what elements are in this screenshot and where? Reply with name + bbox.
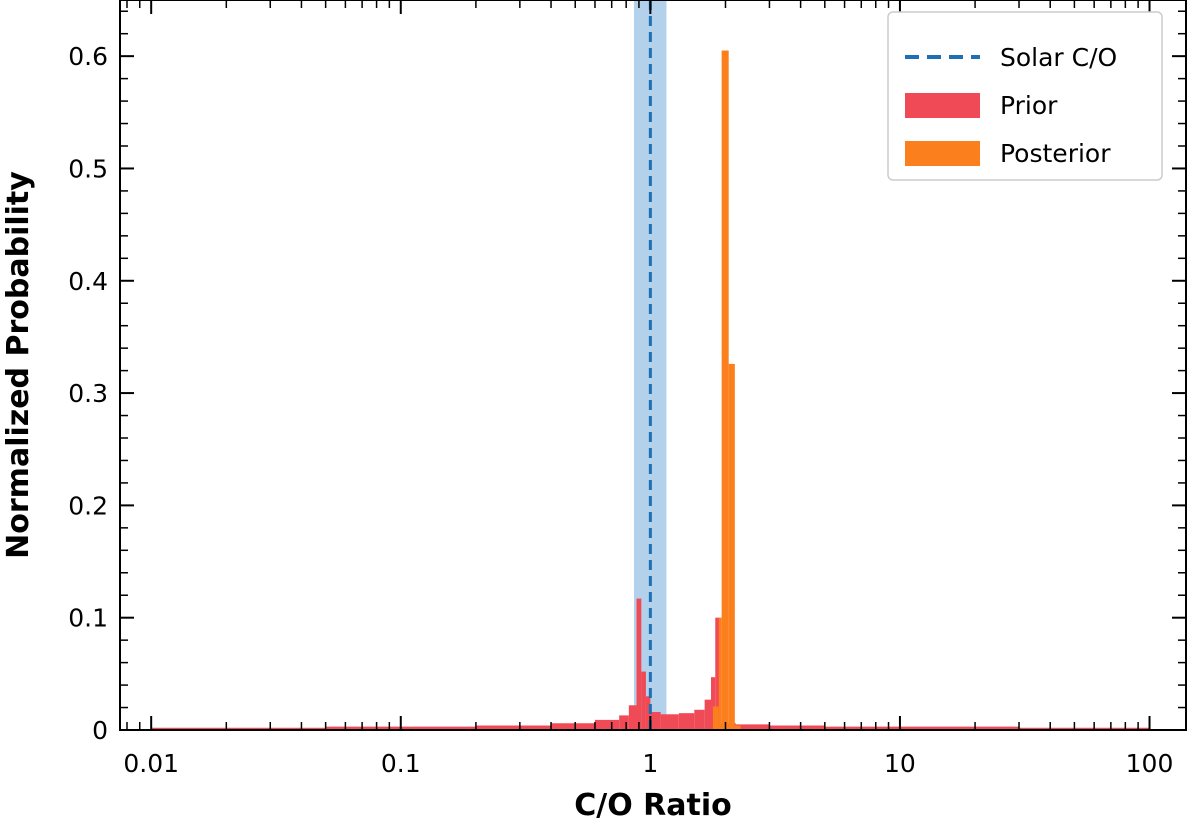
prior-bar [899,726,1020,730]
prior-bar [551,723,595,730]
legend: Solar C/O Prior Posterior [887,11,1163,181]
prior-bar [594,719,620,730]
y-tick-label: 0.5 [68,154,108,183]
legend-prior-swatch [905,93,980,118]
prior-bar [636,598,642,730]
y-tick-label: 0.1 [68,604,108,633]
posterior-bar [721,50,729,731]
prior-bar [711,677,716,730]
x-axis-title: C/O Ratio [574,788,732,823]
prior-bar [715,617,720,730]
posterior-bar [712,706,719,730]
prior-bars [151,598,1150,730]
x-tick-label: 0.01 [123,749,179,778]
prior-bar [226,727,326,730]
prior-bar [619,715,629,730]
axis-tick-labels: 0.01 0.1 1 10 100 0 0.1 0.2 0.3 0.4 0.5 0.6 [68,42,1173,778]
legend-solar-label: Solar C/O [1000,43,1117,72]
x-tick-label: 0.1 [381,749,421,778]
y-tick-label: 0.6 [68,42,108,71]
prior-bar [678,713,695,730]
posterior-bar [718,617,722,730]
y-axis-title: Normalized Probability [1,171,36,559]
posterior-bar [728,363,735,730]
y-tick-label: 0.3 [68,379,108,408]
axis-ticks [120,0,1186,731]
prior-bar [1019,727,1150,730]
prior-bar [628,705,637,730]
x-tick-label: 10 [884,749,916,778]
prior-bar [704,699,712,730]
posterior-bars [712,50,741,731]
prior-bar [325,726,401,730]
prior-bar [735,724,770,730]
legend-posterior-swatch [905,141,980,166]
posterior-bar [734,725,741,730]
y-tick-label: 0.4 [68,267,108,296]
legend-prior-label: Prior [1000,91,1058,120]
prior-bar [645,696,651,730]
legend-posterior-label: Posterior [1000,139,1111,168]
y-tick-label: 0 [92,716,108,745]
prior-bar [400,726,476,730]
prior-bar [769,725,825,730]
x-tick-label: 100 [1126,749,1174,778]
axes-frame [119,0,1187,731]
prior-bar [151,727,227,730]
legend-box [887,11,1163,181]
prior-bar [641,671,646,730]
x-tick-label: 1 [642,749,658,778]
plot-area [151,0,1150,731]
prior-bar [475,725,552,730]
y-tick-label: 0.2 [68,491,108,520]
prior-bar [660,714,679,730]
prior-bar [650,712,661,730]
prior-bar [824,726,900,730]
prior-bar [694,709,705,730]
